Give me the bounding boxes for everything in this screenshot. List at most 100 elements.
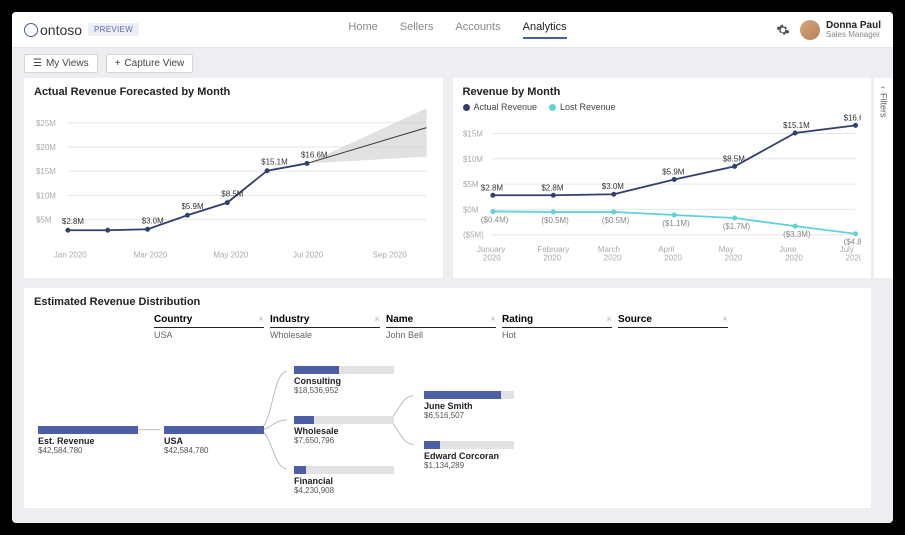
user-menu[interactable]: Donna Paul Sales Manager <box>800 20 881 40</box>
svg-text:Jul 2020: Jul 2020 <box>293 251 324 260</box>
dist-node[interactable]: June Smith$6,516,507 <box>424 391 514 420</box>
svg-text:$15M: $15M <box>463 129 483 138</box>
nav-home[interactable]: Home <box>348 21 377 39</box>
svg-text:March: March <box>597 245 619 254</box>
svg-text:June: June <box>779 245 797 254</box>
svg-text:($0.4M): ($0.4M) <box>480 215 508 224</box>
svg-text:$16.6M: $16.6M <box>301 150 328 159</box>
forecast-chart-title: Actual Revenue Forecasted by Month <box>34 86 433 98</box>
svg-text:2020: 2020 <box>603 254 621 263</box>
svg-text:$5.9M: $5.9M <box>662 168 684 177</box>
svg-text:July: July <box>839 245 853 254</box>
svg-text:$25M: $25M <box>36 119 56 128</box>
revenue-chart-legend: Actual Revenue Lost Revenue <box>463 102 862 112</box>
svg-text:$0M: $0M <box>463 205 479 214</box>
filter-column-industry[interactable]: Industry×Wholesale <box>270 314 380 340</box>
close-icon[interactable]: × <box>258 314 264 325</box>
nav-sellers[interactable]: Sellers <box>400 21 434 39</box>
brand-logo: ontoso <box>24 22 82 38</box>
brand: ontoso PREVIEW <box>24 22 139 38</box>
my-views-label: My Views <box>46 58 89 69</box>
svg-text:2020: 2020 <box>724 254 742 263</box>
svg-text:($0.5M): ($0.5M) <box>601 216 629 225</box>
svg-text:($5M): ($5M) <box>463 231 484 240</box>
distribution-title: Estimated Revenue Distribution <box>34 296 861 308</box>
dist-node[interactable]: Est. Revenue$42,584,780 <box>38 426 138 455</box>
plus-icon: + <box>115 58 121 69</box>
svg-text:Jan 2020: Jan 2020 <box>54 251 87 260</box>
filter-column-name[interactable]: Name×John Bell <box>386 314 496 340</box>
svg-text:($0.5M): ($0.5M) <box>541 216 569 225</box>
my-views-button[interactable]: ☰ My Views <box>24 54 98 73</box>
user-name: Donna Paul <box>826 21 881 31</box>
dist-node[interactable]: Consulting$18,536,952 <box>294 366 394 395</box>
user-role: Sales Manager <box>826 31 881 39</box>
svg-text:2020: 2020 <box>785 254 803 263</box>
dist-node[interactable]: USA$42,584,780 <box>164 426 264 455</box>
nav-accounts[interactable]: Accounts <box>455 21 500 39</box>
toolbar: ☰ My Views + Capture View <box>12 48 893 78</box>
svg-text:Sep 2020: Sep 2020 <box>373 251 408 260</box>
distribution-card: Estimated Revenue Distribution Country×U… <box>24 288 871 508</box>
svg-text:2020: 2020 <box>845 254 861 263</box>
close-icon[interactable]: × <box>722 314 728 325</box>
svg-text:$5.9M: $5.9M <box>181 202 203 211</box>
svg-text:$8.5M: $8.5M <box>722 154 744 163</box>
svg-text:$5M: $5M <box>463 180 479 189</box>
revenue-chart-title: Revenue by Month <box>463 86 862 98</box>
dist-node[interactable]: Wholesale$7,650,796 <box>294 416 394 445</box>
svg-text:May: May <box>718 245 733 254</box>
svg-text:2020: 2020 <box>543 254 561 263</box>
svg-text:$15.1M: $15.1M <box>261 158 288 167</box>
filters-label: Filters <box>879 93 889 118</box>
svg-text:April: April <box>658 245 674 254</box>
revenue-chart[interactable]: $15M $10M $5M $0M ($5M) $2.8M $2.8M $3.0M $5.9M $… <box>463 114 862 264</box>
legend-item: Actual Revenue <box>463 102 538 112</box>
svg-text:$2.8M: $2.8M <box>480 183 502 192</box>
close-icon[interactable]: × <box>606 314 612 325</box>
svg-text:$15.1M: $15.1M <box>783 121 810 130</box>
revenue-chart-card: Revenue by Month Actual Revenue Lost Reve… <box>453 78 872 278</box>
chevron-left-icon: ‹ <box>879 86 889 89</box>
forecast-chart[interactable]: $25M$20M$15M$10M$5M$2.8M$3.0M$5.9M$8.5M$… <box>34 102 433 262</box>
distribution-columns: Country×USAIndustry×WholesaleName×John B… <box>154 314 861 340</box>
nav-analytics[interactable]: Analytics <box>523 21 567 39</box>
svg-text:$15M: $15M <box>36 167 56 176</box>
list-icon: ☰ <box>33 58 42 69</box>
svg-text:$2.8M: $2.8M <box>541 183 563 192</box>
svg-text:$2.8M: $2.8M <box>62 217 84 226</box>
svg-text:($1.1M): ($1.1M) <box>662 219 690 228</box>
svg-text:2020: 2020 <box>664 254 682 263</box>
close-icon[interactable]: × <box>490 314 496 325</box>
gear-icon[interactable] <box>776 23 790 37</box>
distribution-body[interactable]: Est. Revenue$42,584,780 USA$42,584,780 Con… <box>34 346 861 496</box>
capture-view-button[interactable]: + Capture View <box>106 54 194 73</box>
filter-column-rating[interactable]: Rating×Hot <box>502 314 612 340</box>
svg-text:May 2020: May 2020 <box>213 251 249 260</box>
capture-view-label: Capture View <box>124 58 184 69</box>
top-nav: Home Sellers Accounts Analytics <box>139 21 776 39</box>
filter-column-country[interactable]: Country×USA <box>154 314 264 340</box>
filter-column-source[interactable]: Source× <box>618 314 728 340</box>
svg-text:($1.7M): ($1.7M) <box>722 222 750 231</box>
svg-text:$8.5M: $8.5M <box>221 190 243 199</box>
filters-panel-toggle[interactable]: ‹ Filters <box>873 78 893 278</box>
dist-node[interactable]: Edward Corcoran$1,134,289 <box>424 441 514 470</box>
svg-text:$5M: $5M <box>36 216 52 225</box>
svg-text:February: February <box>537 245 569 254</box>
svg-text:2020: 2020 <box>482 254 500 263</box>
svg-text:$10M: $10M <box>36 191 56 200</box>
avatar <box>800 20 820 40</box>
svg-text:($3.3M): ($3.3M) <box>783 230 811 239</box>
dist-node[interactable]: Financial$4,230,908 <box>294 466 394 495</box>
svg-text:$3.0M: $3.0M <box>142 216 164 225</box>
svg-text:$10M: $10M <box>463 155 483 164</box>
svg-text:$3.0M: $3.0M <box>601 182 623 191</box>
legend-item: Lost Revenue <box>549 102 616 112</box>
close-icon[interactable]: × <box>374 314 380 325</box>
svg-text:$16.6M: $16.6M <box>843 114 861 122</box>
svg-text:January: January <box>476 245 504 254</box>
preview-badge: PREVIEW <box>88 23 139 36</box>
forecast-chart-card: Actual Revenue Forecasted by Month $25M $… <box>24 78 443 278</box>
svg-text:Mar 2020: Mar 2020 <box>134 251 168 260</box>
